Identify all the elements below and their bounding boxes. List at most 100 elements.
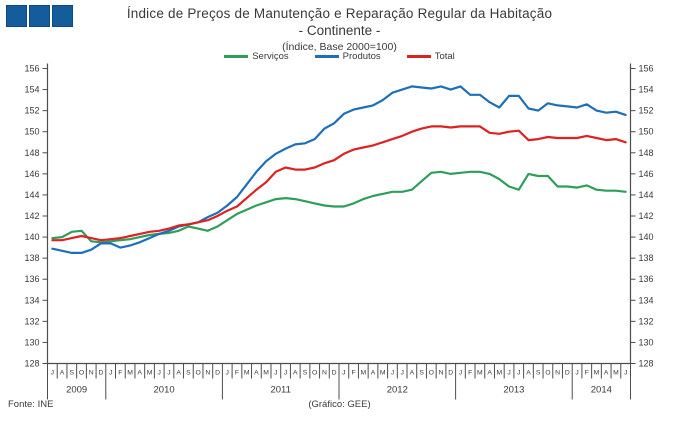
month-label: N	[205, 370, 210, 377]
y-tick-label-right: 156	[639, 64, 654, 74]
y-tick-label-left: 146	[24, 169, 39, 179]
month-label: M	[594, 370, 600, 377]
y-tick-label-left: 152	[24, 106, 39, 116]
month-label: F	[351, 370, 355, 377]
month-label: J	[158, 370, 161, 377]
series-line-produtos	[51, 85, 627, 254]
month-label: O	[195, 370, 200, 377]
y-tick-label-right: 138	[639, 253, 654, 263]
month-label: F	[235, 370, 239, 377]
y-tick-label-right: 142	[639, 211, 654, 221]
month-label: M	[244, 370, 250, 377]
month-label: A	[410, 370, 415, 377]
y-tick-label-left: 142	[24, 211, 39, 221]
chart-subtitle-base: (Índice, Base 2000=100)	[282, 41, 397, 53]
month-label: N	[89, 370, 94, 377]
source-note: Fonte: INE	[8, 399, 54, 410]
month-label: S	[70, 370, 75, 377]
month-label: M	[263, 370, 269, 377]
month-label: D	[565, 370, 570, 377]
y-tick-label-left: 132	[24, 316, 39, 326]
month-label: A	[60, 370, 65, 377]
month-label: J	[274, 370, 277, 377]
year-label: 2011	[270, 385, 290, 396]
legend-label-total: Total	[434, 51, 455, 62]
y-tick-label-right: 136	[639, 274, 654, 284]
produtos-line-swatch	[314, 55, 339, 58]
month-label: M	[360, 370, 366, 377]
gee-logo	[6, 5, 73, 27]
legend-item-produtos: Produtos	[314, 51, 381, 62]
month-label: O	[312, 370, 317, 377]
month-label: A	[604, 370, 609, 377]
month-label: D	[215, 370, 220, 377]
month-label: M	[477, 370, 483, 377]
servicos-line-swatch	[224, 55, 249, 58]
month-label: N	[555, 370, 560, 377]
month-label: A	[293, 370, 298, 377]
series-line-serviços	[51, 170, 627, 244]
month-label: O	[79, 370, 84, 377]
y-tick-label-left: 140	[24, 232, 39, 242]
year-label: 2010	[154, 385, 175, 396]
legend-item-servicos: Serviços	[224, 51, 289, 62]
chart-title: Índice de Preços de Manutenção e Reparaç…	[126, 6, 553, 21]
y-tick-label-left: 136	[24, 274, 39, 284]
month-label: O	[545, 370, 550, 377]
month-label: J	[575, 370, 578, 377]
y-tick-label-left: 134	[24, 295, 39, 305]
y-tick-label-left: 138	[24, 253, 39, 263]
month-label: J	[459, 370, 462, 377]
month-label: M	[127, 370, 133, 377]
month-label: J	[226, 370, 229, 377]
month-label: A	[487, 370, 492, 377]
y-tick-label-right: 128	[639, 359, 654, 369]
legend-label-servicos: Serviços	[252, 51, 289, 62]
year-label: 2013	[503, 385, 524, 396]
y-tick-label-right: 152	[639, 106, 654, 116]
y-tick-label-right: 154	[639, 85, 654, 95]
y-tick-label-left: 144	[24, 190, 39, 200]
y-tick-label-left: 130	[24, 337, 39, 347]
month-label: S	[536, 370, 541, 377]
month-label: M	[380, 370, 386, 377]
y-tick-label-left: 128	[24, 359, 39, 369]
year-label: 2012	[387, 385, 408, 396]
month-label: O	[429, 370, 434, 377]
month-label: M	[496, 370, 502, 377]
logo-square	[52, 5, 73, 27]
legend-item-total: Total	[406, 51, 455, 62]
month-label: D	[448, 370, 453, 377]
y-tick-label-right: 148	[639, 148, 654, 158]
credit-note: (Gráfico: GEE)	[308, 399, 371, 410]
month-label: J	[391, 370, 394, 377]
month-label: S	[186, 370, 191, 377]
y-tick-label-right: 132	[639, 316, 654, 326]
month-label: F	[118, 370, 122, 377]
y-tick-label-left: 150	[24, 127, 39, 137]
month-label: A	[138, 370, 143, 377]
legend: Serviços Produtos Total	[0, 51, 679, 62]
month-label: A	[176, 370, 181, 377]
month-label: J	[284, 370, 287, 377]
month-label: J	[624, 370, 627, 377]
month-label: J	[167, 370, 170, 377]
logo-square	[29, 5, 50, 27]
month-label: A	[254, 370, 259, 377]
month-label: J	[517, 370, 520, 377]
logo-square	[6, 5, 27, 27]
y-tick-label-left: 148	[24, 148, 39, 158]
year-label: 2014	[591, 385, 612, 396]
month-label: S	[303, 370, 308, 377]
chart-subtitle-region: - Continente -	[298, 23, 381, 38]
year-label: 2009	[66, 385, 87, 396]
month-label: S	[419, 370, 424, 377]
month-label: M	[613, 370, 619, 377]
month-label: F	[585, 370, 589, 377]
total-line-swatch	[406, 55, 431, 58]
y-tick-label-left: 156	[24, 64, 39, 74]
month-label: D	[332, 370, 337, 377]
month-label: A	[526, 370, 531, 377]
